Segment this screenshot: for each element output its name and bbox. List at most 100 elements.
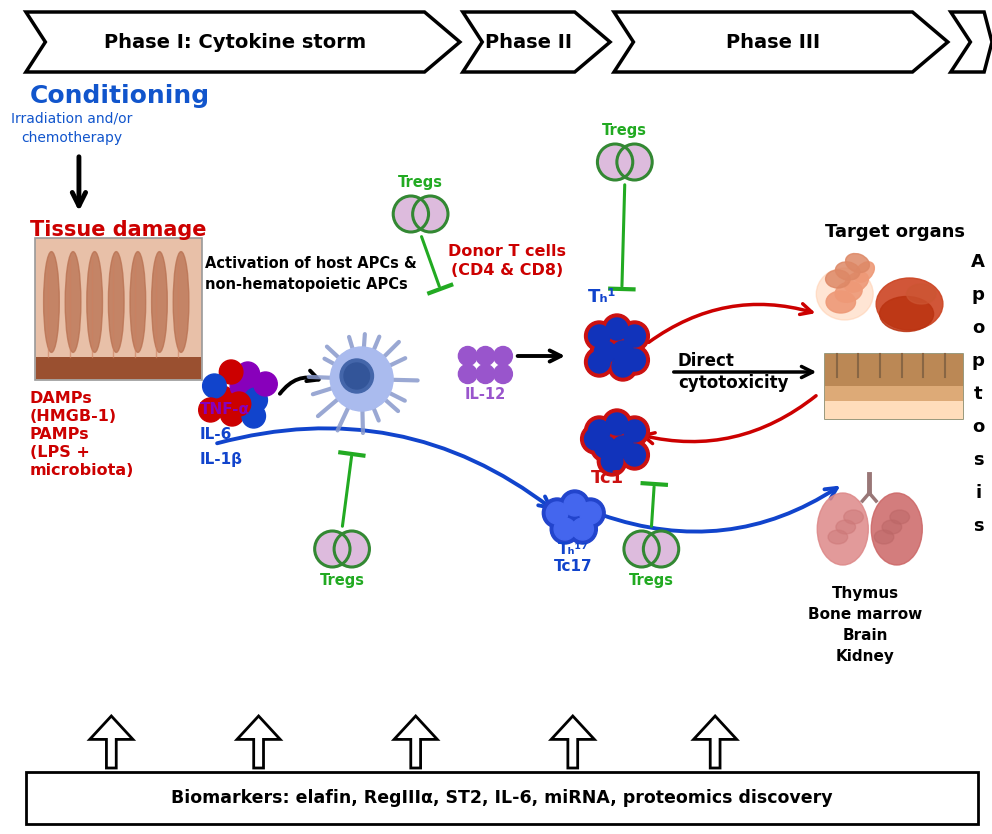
Polygon shape [552,716,594,768]
Text: Tregs: Tregs [602,123,648,138]
Circle shape [620,321,650,351]
Text: Tc1: Tc1 [590,469,624,487]
Circle shape [617,144,652,180]
Circle shape [555,518,575,540]
Text: Tregs: Tregs [319,573,364,588]
Text: o: o [972,319,984,337]
Text: Conditioning: Conditioning [30,84,210,108]
Text: Direct
cytotoxicity: Direct cytotoxicity [678,352,789,392]
Text: Target organs: Target organs [824,223,965,241]
Ellipse shape [844,272,868,292]
Polygon shape [237,716,280,768]
Circle shape [590,337,620,367]
Circle shape [620,345,650,375]
Circle shape [242,404,266,428]
Ellipse shape [65,252,81,353]
Polygon shape [394,716,437,768]
Circle shape [458,364,477,384]
Polygon shape [614,12,947,72]
Text: p: p [972,352,985,370]
FancyBboxPatch shape [26,772,978,824]
FancyBboxPatch shape [35,238,201,380]
Circle shape [547,502,567,524]
Circle shape [571,518,593,540]
Text: Tissue damage: Tissue damage [30,220,206,240]
Circle shape [393,196,429,232]
Circle shape [624,420,646,442]
Ellipse shape [835,262,860,280]
Circle shape [551,514,579,544]
Circle shape [594,341,616,363]
Circle shape [563,494,585,516]
Ellipse shape [816,268,873,320]
Text: Donor T cells
(CD4 & CD8): Donor T cells (CD4 & CD8) [448,244,566,278]
Ellipse shape [836,520,855,534]
Circle shape [624,531,660,567]
Polygon shape [26,12,460,72]
Circle shape [413,196,448,232]
Circle shape [584,321,614,351]
Text: Biomarkers: elafin, RegIIIα, ST2, IL-6, miRNA, proteomics discovery: Biomarkers: elafin, RegIIIα, ST2, IL-6, … [172,789,833,807]
FancyBboxPatch shape [825,354,962,419]
Circle shape [620,416,650,446]
Circle shape [236,362,260,386]
Ellipse shape [854,262,874,282]
Ellipse shape [828,530,848,544]
Circle shape [494,346,513,365]
Circle shape [202,374,226,398]
Ellipse shape [152,252,168,353]
Circle shape [601,450,623,472]
Circle shape [612,436,634,458]
Ellipse shape [86,252,102,353]
Ellipse shape [845,254,869,273]
Circle shape [314,531,350,567]
Text: Tregs: Tregs [398,175,443,190]
Text: Phase I: Cytokine storm: Phase I: Cytokine storm [104,33,366,52]
Text: Phase III: Phase III [726,33,820,52]
Ellipse shape [174,252,188,353]
Polygon shape [693,716,737,768]
Text: IL-1β: IL-1β [199,452,243,467]
Circle shape [597,446,627,476]
Circle shape [575,498,605,528]
FancyBboxPatch shape [36,357,200,379]
Text: A: A [971,253,985,271]
Circle shape [612,341,634,363]
Ellipse shape [826,291,855,313]
Circle shape [476,364,495,384]
Circle shape [588,325,610,347]
Circle shape [580,424,610,454]
Circle shape [588,351,610,373]
Circle shape [476,346,495,365]
Circle shape [608,351,638,381]
Ellipse shape [44,252,60,353]
Circle shape [594,436,616,458]
Text: Thymus
Bone marrow
Brain
Kidney: Thymus Bone marrow Brain Kidney [808,586,923,664]
Text: s: s [973,517,983,535]
Circle shape [227,392,251,416]
Text: Tregs: Tregs [629,573,674,588]
Circle shape [230,374,254,398]
Circle shape [606,413,628,435]
Text: IL-6: IL-6 [199,427,232,442]
Circle shape [584,347,614,377]
Circle shape [584,428,606,450]
Text: Irradiation and/or
chemotherapy: Irradiation and/or chemotherapy [11,111,133,145]
Ellipse shape [817,493,868,565]
Text: Tₕ¹: Tₕ¹ [588,288,616,306]
Circle shape [344,363,370,389]
FancyBboxPatch shape [825,354,962,386]
FancyBboxPatch shape [825,401,962,419]
Text: i: i [975,484,981,502]
Text: Phase II: Phase II [485,33,572,52]
Circle shape [588,420,610,442]
Ellipse shape [825,270,850,288]
Polygon shape [89,716,133,768]
Circle shape [210,386,234,410]
Circle shape [590,432,620,462]
FancyBboxPatch shape [825,386,962,401]
Circle shape [584,416,614,446]
Ellipse shape [844,510,863,524]
Circle shape [597,144,633,180]
Circle shape [612,355,634,377]
